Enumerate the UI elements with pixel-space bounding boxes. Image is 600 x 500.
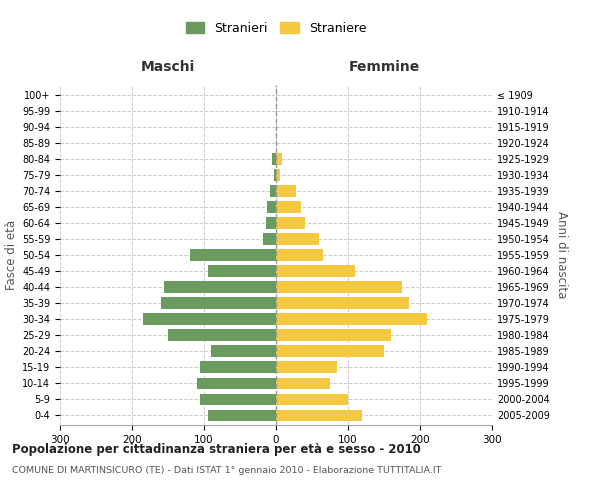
Bar xyxy=(276,169,280,180)
Bar xyxy=(276,410,362,421)
Bar xyxy=(197,378,276,389)
Text: Femmine: Femmine xyxy=(349,60,419,74)
Bar xyxy=(208,410,276,421)
Bar xyxy=(272,153,276,164)
Bar xyxy=(200,362,276,373)
Bar xyxy=(276,330,391,341)
Bar xyxy=(270,185,276,196)
Y-axis label: Anni di nascita: Anni di nascita xyxy=(555,212,568,298)
Bar xyxy=(190,249,276,261)
Bar xyxy=(268,201,276,212)
Text: Popolazione per cittadinanza straniera per età e sesso - 2010: Popolazione per cittadinanza straniera p… xyxy=(12,442,421,456)
Bar xyxy=(200,394,276,405)
Bar xyxy=(276,201,301,212)
Bar xyxy=(276,282,402,293)
Bar xyxy=(143,314,276,325)
Bar xyxy=(263,233,276,244)
Bar xyxy=(276,394,348,405)
Text: Maschi: Maschi xyxy=(141,60,195,74)
Bar xyxy=(276,153,282,164)
Bar xyxy=(211,346,276,357)
Bar xyxy=(274,169,276,180)
Bar xyxy=(276,362,337,373)
Bar xyxy=(208,266,276,277)
Bar xyxy=(161,298,276,309)
Bar xyxy=(276,185,296,196)
Bar xyxy=(276,314,427,325)
Bar xyxy=(266,217,276,228)
Legend: Stranieri, Straniere: Stranieri, Straniere xyxy=(185,22,367,35)
Bar xyxy=(276,346,384,357)
Bar xyxy=(168,330,276,341)
Bar xyxy=(276,266,355,277)
Bar xyxy=(164,282,276,293)
Y-axis label: Fasce di età: Fasce di età xyxy=(5,220,18,290)
Bar xyxy=(276,378,330,389)
Bar xyxy=(276,217,305,228)
Bar xyxy=(276,298,409,309)
Bar xyxy=(276,249,323,261)
Bar xyxy=(276,233,319,244)
Text: COMUNE DI MARTINSICURO (TE) - Dati ISTAT 1° gennaio 2010 - Elaborazione TUTTITAL: COMUNE DI MARTINSICURO (TE) - Dati ISTAT… xyxy=(12,466,442,475)
